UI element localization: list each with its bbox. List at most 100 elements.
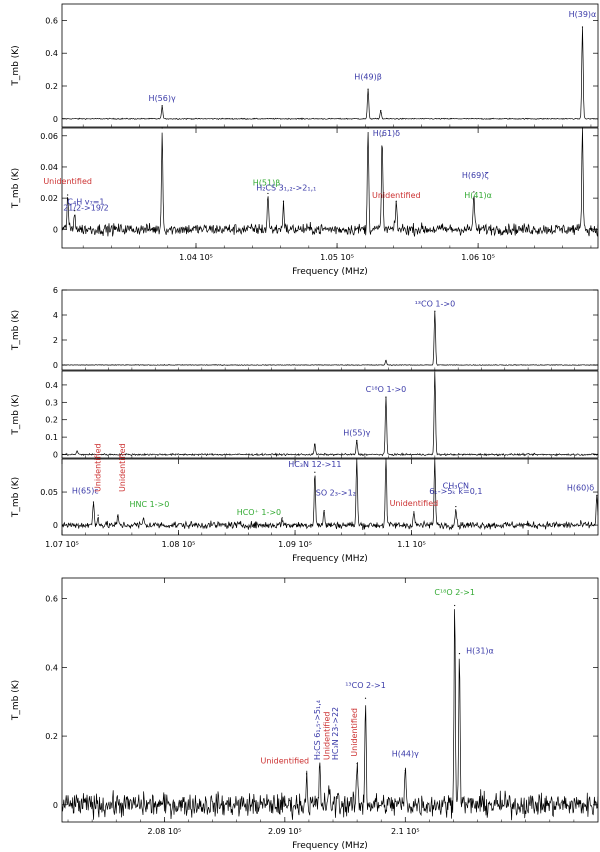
y-tick-label: 0.2 — [45, 416, 58, 425]
peak-point — [282, 200, 285, 202]
spectrum-line — [62, 459, 598, 531]
y-tick-label: 0 — [53, 225, 58, 234]
x-tick-label: 1.04 10⁵ — [179, 253, 213, 262]
plot-frame — [61, 3, 599, 128]
peak-point — [267, 192, 269, 195]
y-tick-label: 0.4 — [45, 663, 58, 672]
y-axis-label: T_mb (K) — [11, 45, 21, 86]
line-annotation: C₄H v₇=1 — [67, 197, 104, 206]
peak-point — [473, 191, 475, 193]
x-tick-label: 2.09 10⁵ — [268, 827, 302, 836]
peak-point — [596, 494, 598, 496]
line-annotation: H₂CS 3₁,₂->2₁,₁ — [256, 183, 316, 192]
panel-3: 0 2 4 6 T_mb (K) ¹³CO 1->0 — [11, 286, 599, 371]
peak-point — [314, 471, 316, 473]
y-tick-label: 0.4 — [45, 49, 58, 58]
line-annotation: HC₃N 12->11 — [288, 460, 341, 469]
line-annotation: H(41)α — [464, 191, 492, 200]
line-annotation: H(49)β — [354, 72, 382, 81]
peak-point — [385, 458, 387, 460]
spectrum-line — [62, 371, 598, 458]
peak-point — [381, 135, 383, 137]
line-annotation: H₂CS 6₁,₅->5₁,₄ — [313, 700, 322, 760]
y-axis-label: T_mb (K) — [11, 394, 21, 435]
line-annotation: Unidentified — [43, 177, 92, 186]
peak-point — [142, 517, 145, 520]
spectrum-line — [62, 609, 598, 821]
peak-point — [413, 511, 415, 513]
peak-point — [404, 769, 406, 772]
peak-point — [434, 458, 436, 460]
y-axis-label: T_mb (K) — [11, 168, 21, 209]
peak-point — [581, 127, 584, 129]
peak-point — [458, 653, 461, 655]
peak-point — [161, 105, 163, 107]
panel-1: 0 0.2 0.4 0.6 T_mb (K) H(56)γ H(49)β H(39)α — [11, 3, 599, 128]
peak-point — [281, 517, 283, 519]
line-annotation: 21/2->19/2 — [63, 204, 109, 213]
y-tick-label: 0 — [53, 801, 58, 810]
x-tick-label: 1.1 10⁵ — [397, 540, 426, 549]
line-annotation: H(69)ζ — [462, 171, 489, 180]
y-tick-label: 6 — [53, 286, 58, 295]
plot-frame — [61, 127, 599, 249]
peak-point — [67, 194, 69, 196]
peak-point — [385, 396, 387, 398]
line-annotation: H(39)α — [569, 10, 597, 19]
spectrum-line — [62, 128, 598, 237]
line-annotation: HC₃N 23->22 — [331, 707, 340, 760]
line-annotation: CH₃CN — [443, 482, 469, 491]
line-annotation: HNC 1->0 — [129, 500, 169, 509]
peak-point — [434, 310, 436, 312]
peak-point — [367, 127, 369, 129]
peak-point — [581, 26, 584, 28]
y-axis-label: T_mb (K) — [11, 680, 21, 721]
peak-point — [323, 509, 325, 512]
line-annotation: ¹³CO 1->0 — [415, 299, 456, 308]
y-tick-label: 0.6 — [45, 16, 58, 25]
line-annotation: C¹⁸O 2->1 — [434, 588, 475, 597]
x-tick-label: 1.05 10⁵ — [320, 253, 354, 262]
peak-point — [385, 360, 387, 362]
y-axis-label: T_mb (K) — [11, 310, 21, 351]
line-annotation: Unidentified — [390, 499, 439, 508]
peak-point — [319, 766, 321, 768]
y-tick-label: 0 — [53, 451, 58, 460]
line-annotation: Unidentified — [350, 708, 359, 757]
line-annotation: Unidentified — [261, 757, 310, 766]
y-tick-label: 0.3 — [45, 398, 58, 407]
x-tick-label: 1.07 10⁵ — [45, 540, 79, 549]
peak-point — [364, 697, 367, 699]
spectrum-line — [62, 27, 598, 120]
plot-frame — [61, 289, 599, 371]
x-tick-label: 2.1 10⁵ — [391, 827, 420, 836]
line-annotation: SO 2₃->1₂ — [316, 488, 356, 497]
x-tick-label: 1.06 10⁵ — [461, 253, 495, 262]
line-annotation: H(65)ε — [72, 486, 99, 495]
line-annotation: Unidentified — [372, 191, 421, 200]
peak-point — [328, 790, 330, 792]
plot-frame — [61, 370, 599, 459]
peak-point — [161, 127, 163, 129]
peak-point — [74, 209, 76, 212]
peak-point — [76, 450, 78, 452]
x-axis-label: Frequency (MHz) — [292, 554, 368, 564]
peak-point — [395, 200, 397, 202]
y-tick-label: 2 — [53, 336, 58, 345]
line-annotation: Unidentified — [93, 443, 102, 492]
peak-point — [314, 443, 316, 445]
y-tick-label: 0.6 — [45, 595, 58, 604]
x-axis-label: Frequency (MHz) — [292, 267, 368, 277]
line-annotation: H(56)γ — [149, 94, 176, 103]
peak-point — [92, 501, 95, 503]
y-tick-label: 0.2 — [45, 732, 58, 741]
plot-frame — [61, 458, 599, 536]
peak-point — [454, 604, 456, 607]
line-annotation: H(44)γ — [392, 750, 419, 759]
peak-point — [367, 88, 369, 90]
panel-4: 0 0.1 0.2 0.3 0.4 T_mb (K) C¹⁸O 1->0 H(55)γ — [11, 370, 599, 460]
x-tick-label: 1.09 10⁵ — [278, 540, 312, 549]
peak-point — [97, 514, 99, 516]
y-tick-label: 0 — [53, 521, 58, 530]
